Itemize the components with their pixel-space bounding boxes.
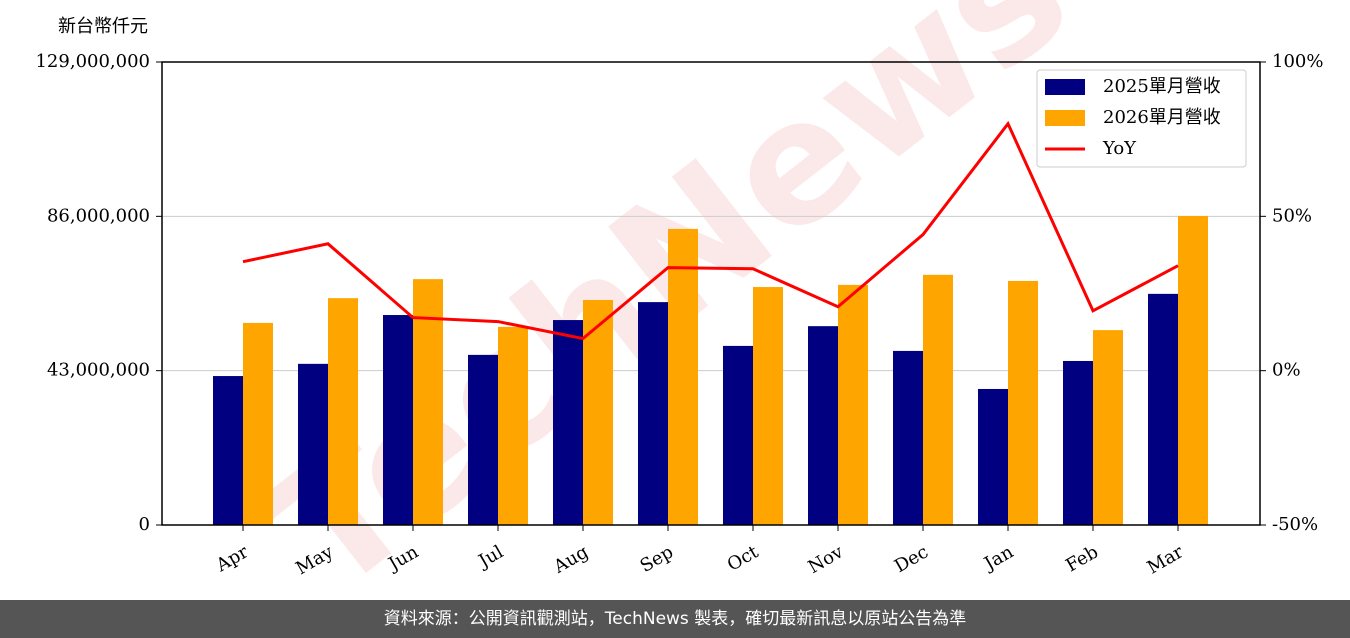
bar (893, 350, 923, 525)
legend-label: 2026單月營收 (1103, 107, 1221, 128)
bar (243, 322, 273, 525)
bar (583, 299, 613, 525)
bar (838, 284, 868, 525)
y2-tick-label: -50% (1272, 514, 1318, 535)
bar (923, 274, 953, 525)
x-tick-label: Aug (549, 541, 592, 578)
bar (808, 326, 838, 525)
y-tick-label: 0 (139, 514, 150, 535)
bar (298, 363, 328, 525)
y-tick-label: 86,000,000 (47, 205, 150, 226)
bar (213, 376, 243, 525)
bar (1008, 280, 1038, 525)
y2-tick-label: 100% (1272, 51, 1323, 72)
x-tick-label: Oct (724, 541, 763, 576)
bar (1178, 215, 1208, 525)
bar (668, 228, 698, 525)
legend-label: 2025單月營收 (1103, 76, 1221, 97)
legend-swatch (1045, 110, 1085, 126)
x-tick-label: Jan (979, 541, 1017, 575)
x-tick-label: Jul (473, 541, 507, 573)
legend-box (1036, 69, 1247, 168)
bar (978, 388, 1008, 525)
x-tick-label: Sep (637, 541, 677, 576)
x-tick-label: Apr (212, 541, 252, 576)
x-tick-label: Mar (1144, 541, 1188, 578)
y-tick-label: 43,000,000 (47, 360, 150, 381)
y-axis-label: 新台幣仟元 (58, 16, 148, 37)
y2-tick-label: 0% (1272, 360, 1301, 381)
footer: 資料來源：公開資訊觀測站，TechNews 製表，確切最新訊息以原站公告為準 (384, 609, 966, 629)
x-tick-label: Dec (891, 541, 932, 577)
legend-label: YoY (1102, 138, 1137, 159)
y-tick-label: 129,000,000 (35, 51, 150, 72)
bar (1093, 330, 1123, 525)
bar (723, 345, 753, 525)
bar (498, 326, 528, 525)
x-tick-label: Feb (1062, 541, 1102, 576)
bar (383, 315, 413, 525)
bar (1148, 293, 1178, 525)
bar (468, 354, 498, 525)
y2-tick-label: 50% (1272, 205, 1312, 226)
line (242, 120, 1179, 341)
bar (638, 302, 668, 525)
bar (753, 287, 783, 525)
legend-swatch (1045, 79, 1085, 95)
plot-frame (161, 61, 1261, 526)
bar (328, 298, 358, 525)
bar (413, 279, 443, 525)
x-tick-label: Nov (805, 541, 848, 578)
bar (553, 320, 583, 525)
bar (1063, 360, 1093, 525)
footer-band (0, 600, 1350, 638)
